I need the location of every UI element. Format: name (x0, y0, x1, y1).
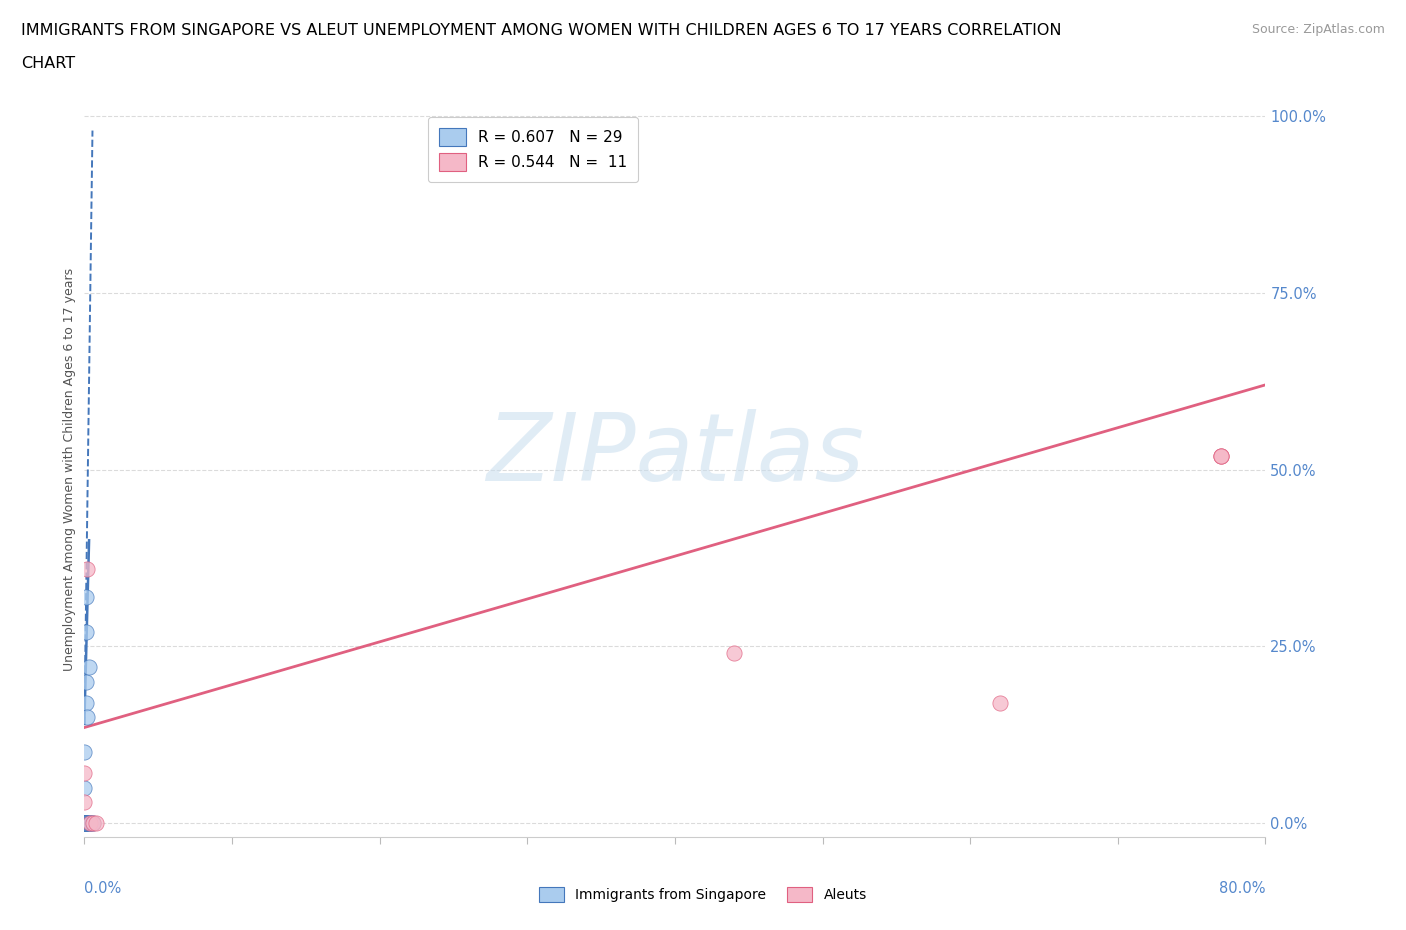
Text: 80.0%: 80.0% (1219, 881, 1265, 897)
Point (1209, 448, 1232, 463)
Point (75, 816, 97, 830)
Point (79, 816, 101, 830)
Legend: Immigrants from Singapore, Aleuts: Immigrants from Singapore, Aleuts (533, 881, 873, 910)
Point (75, 696, 97, 711)
Point (73, 816, 96, 830)
Point (73, 794, 96, 809)
Point (76, 710, 98, 724)
Point (73, 816, 96, 830)
Point (73, 816, 96, 830)
Point (76, 816, 98, 830)
Point (75, 625, 97, 640)
Point (73, 816, 96, 830)
Point (75, 674, 97, 689)
Point (73, 816, 96, 830)
Y-axis label: Unemployment Among Women with Children Ages 6 to 17 years: Unemployment Among Women with Children A… (63, 268, 76, 671)
Point (73, 766, 96, 781)
Point (73, 780, 96, 795)
Point (82, 816, 104, 830)
Text: 0.0%: 0.0% (84, 881, 121, 897)
Point (76, 816, 98, 830)
Point (76, 561, 98, 576)
Point (77, 660, 100, 675)
Point (77, 816, 100, 830)
Point (75, 590, 97, 604)
Point (73, 816, 96, 830)
Point (75, 816, 97, 830)
Point (1209, 448, 1232, 463)
Point (73, 816, 96, 830)
Point (75, 816, 97, 830)
Point (73, 816, 96, 830)
Point (79, 816, 101, 830)
Point (75, 816, 97, 830)
Point (73, 745, 96, 760)
Text: Source: ZipAtlas.com: Source: ZipAtlas.com (1251, 23, 1385, 36)
Point (1209, 448, 1232, 463)
Point (84, 816, 107, 830)
Text: CHART: CHART (21, 56, 75, 71)
Point (82, 816, 104, 830)
Point (723, 646, 745, 661)
Point (80, 816, 103, 830)
Text: IMMIGRANTS FROM SINGAPORE VS ALEUT UNEMPLOYMENT AMONG WOMEN WITH CHILDREN AGES 6: IMMIGRANTS FROM SINGAPORE VS ALEUT UNEMP… (21, 23, 1062, 38)
Point (77, 816, 100, 830)
Legend: R = 0.607   N = 29, R = 0.544   N =  11: R = 0.607 N = 29, R = 0.544 N = 11 (427, 117, 638, 181)
Point (73, 816, 96, 830)
Text: ZIPatlas: ZIPatlas (486, 409, 863, 500)
Point (988, 696, 1011, 711)
Point (73, 816, 96, 830)
